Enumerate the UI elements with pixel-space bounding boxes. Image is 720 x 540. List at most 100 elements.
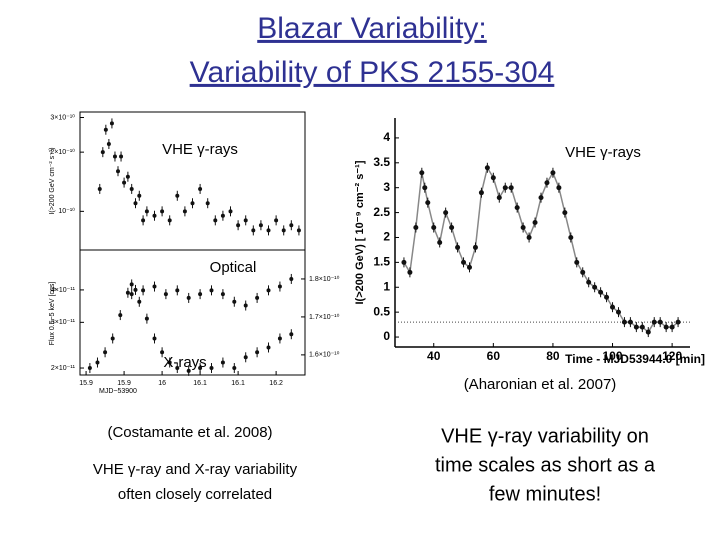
data-point <box>182 209 187 214</box>
series-label: Optical <box>210 259 257 276</box>
data-point <box>97 186 102 191</box>
y-tick-label: 1 <box>383 279 390 293</box>
x-tick-label: 100 <box>603 349 623 363</box>
data-point <box>152 336 157 341</box>
data-point <box>455 244 461 250</box>
data-point <box>425 200 431 206</box>
data-point <box>103 127 108 132</box>
data-point <box>220 360 225 365</box>
data-point <box>251 228 256 233</box>
y-axis-label: I(>200 GeV cm⁻² s⁻¹) <box>49 147 56 214</box>
data-point <box>615 309 621 315</box>
y-tick-label: 3 <box>383 180 390 194</box>
data-point <box>122 180 127 185</box>
data-point <box>198 292 203 297</box>
data-point <box>228 209 233 214</box>
data-point <box>422 185 428 191</box>
data-point <box>266 228 271 233</box>
data-point <box>407 269 413 275</box>
caption: (Costamante et al. 2008) <box>107 424 272 441</box>
data-point <box>289 223 294 228</box>
y-tick-label: 0 <box>383 329 390 343</box>
data-point <box>289 276 294 281</box>
data-point <box>538 195 544 201</box>
data-point <box>277 284 282 289</box>
data-point <box>657 319 663 325</box>
data-point <box>167 360 172 365</box>
data-point <box>568 234 574 240</box>
data-point <box>141 288 146 293</box>
data-point <box>274 218 279 223</box>
data-point <box>621 319 627 325</box>
data-point <box>144 316 149 321</box>
data-point <box>243 218 248 223</box>
data-point <box>175 193 180 198</box>
data-point <box>129 282 134 287</box>
y-axis-label: I(>200 GeV) [ 10⁻⁹ cm⁻² s⁻¹] <box>354 160 366 304</box>
data-point <box>466 264 472 270</box>
data-point <box>610 304 616 310</box>
data-point <box>490 175 496 181</box>
data-point <box>95 360 100 365</box>
caption: often closely correlated <box>118 486 272 503</box>
data-point <box>163 292 168 297</box>
data-point <box>289 332 294 337</box>
data-point <box>100 150 105 155</box>
series-label: VHE γ-rays <box>565 144 641 161</box>
y-tick-label: 0.5 <box>373 304 390 318</box>
data-point <box>627 319 633 325</box>
x-tick-label: 40 <box>427 349 441 363</box>
data-point <box>243 303 248 308</box>
caption: (Aharonian et al. 2007) <box>464 376 617 393</box>
data-point <box>209 366 214 371</box>
x-tick-label: 16 <box>158 380 166 387</box>
y-tick-label: 3×10⁻¹¹ <box>51 319 76 326</box>
y-tick-label: 1.5 <box>373 255 390 269</box>
data-point <box>243 355 248 360</box>
data-point <box>190 201 195 206</box>
caption: VHE γ-ray variability on <box>441 425 649 447</box>
data-point <box>520 225 526 231</box>
data-point <box>258 223 263 228</box>
x-tick-label: 60 <box>487 349 501 363</box>
data-point <box>556 185 562 191</box>
data-point <box>478 190 484 196</box>
y-tick-label: 2×10⁻¹¹ <box>51 365 76 372</box>
x-tick-label: 16.1 <box>231 380 245 387</box>
data-point <box>443 210 449 216</box>
data-point <box>502 185 508 191</box>
data-point <box>125 290 130 295</box>
data-point <box>532 220 538 226</box>
y-tick-label: 2.5 <box>373 205 390 219</box>
data-point <box>514 205 520 211</box>
data-point <box>266 345 271 350</box>
data-point <box>437 239 443 245</box>
data-point <box>205 201 210 206</box>
y-axis-label: Flux 0.5−5 keV [cgs] <box>49 282 56 346</box>
data-point <box>645 329 651 335</box>
data-point <box>198 366 203 371</box>
data-point <box>639 324 645 330</box>
data-point <box>419 170 425 176</box>
y-tick-label: 4×10⁻¹¹ <box>51 287 76 294</box>
x-tick-label: 120 <box>662 349 682 363</box>
data-point <box>133 201 138 206</box>
data-point <box>255 295 260 300</box>
data-point <box>198 186 203 191</box>
y-tick-label: 10⁻¹⁰ <box>58 207 75 215</box>
data-point <box>160 350 165 355</box>
data-point <box>109 121 114 126</box>
y-tick-label: 2 <box>383 230 390 244</box>
data-point <box>152 213 157 218</box>
y2-tick-label: 1.6×10⁻¹⁰ <box>309 351 340 359</box>
x-tick-label: 15.9 <box>79 380 93 387</box>
data-point <box>550 170 556 176</box>
data-point <box>496 195 502 201</box>
data-point <box>633 324 639 330</box>
data-point <box>592 284 598 290</box>
data-point <box>87 366 92 371</box>
data-point <box>604 294 610 300</box>
data-point <box>562 210 568 216</box>
caption: few minutes! <box>489 483 601 505</box>
